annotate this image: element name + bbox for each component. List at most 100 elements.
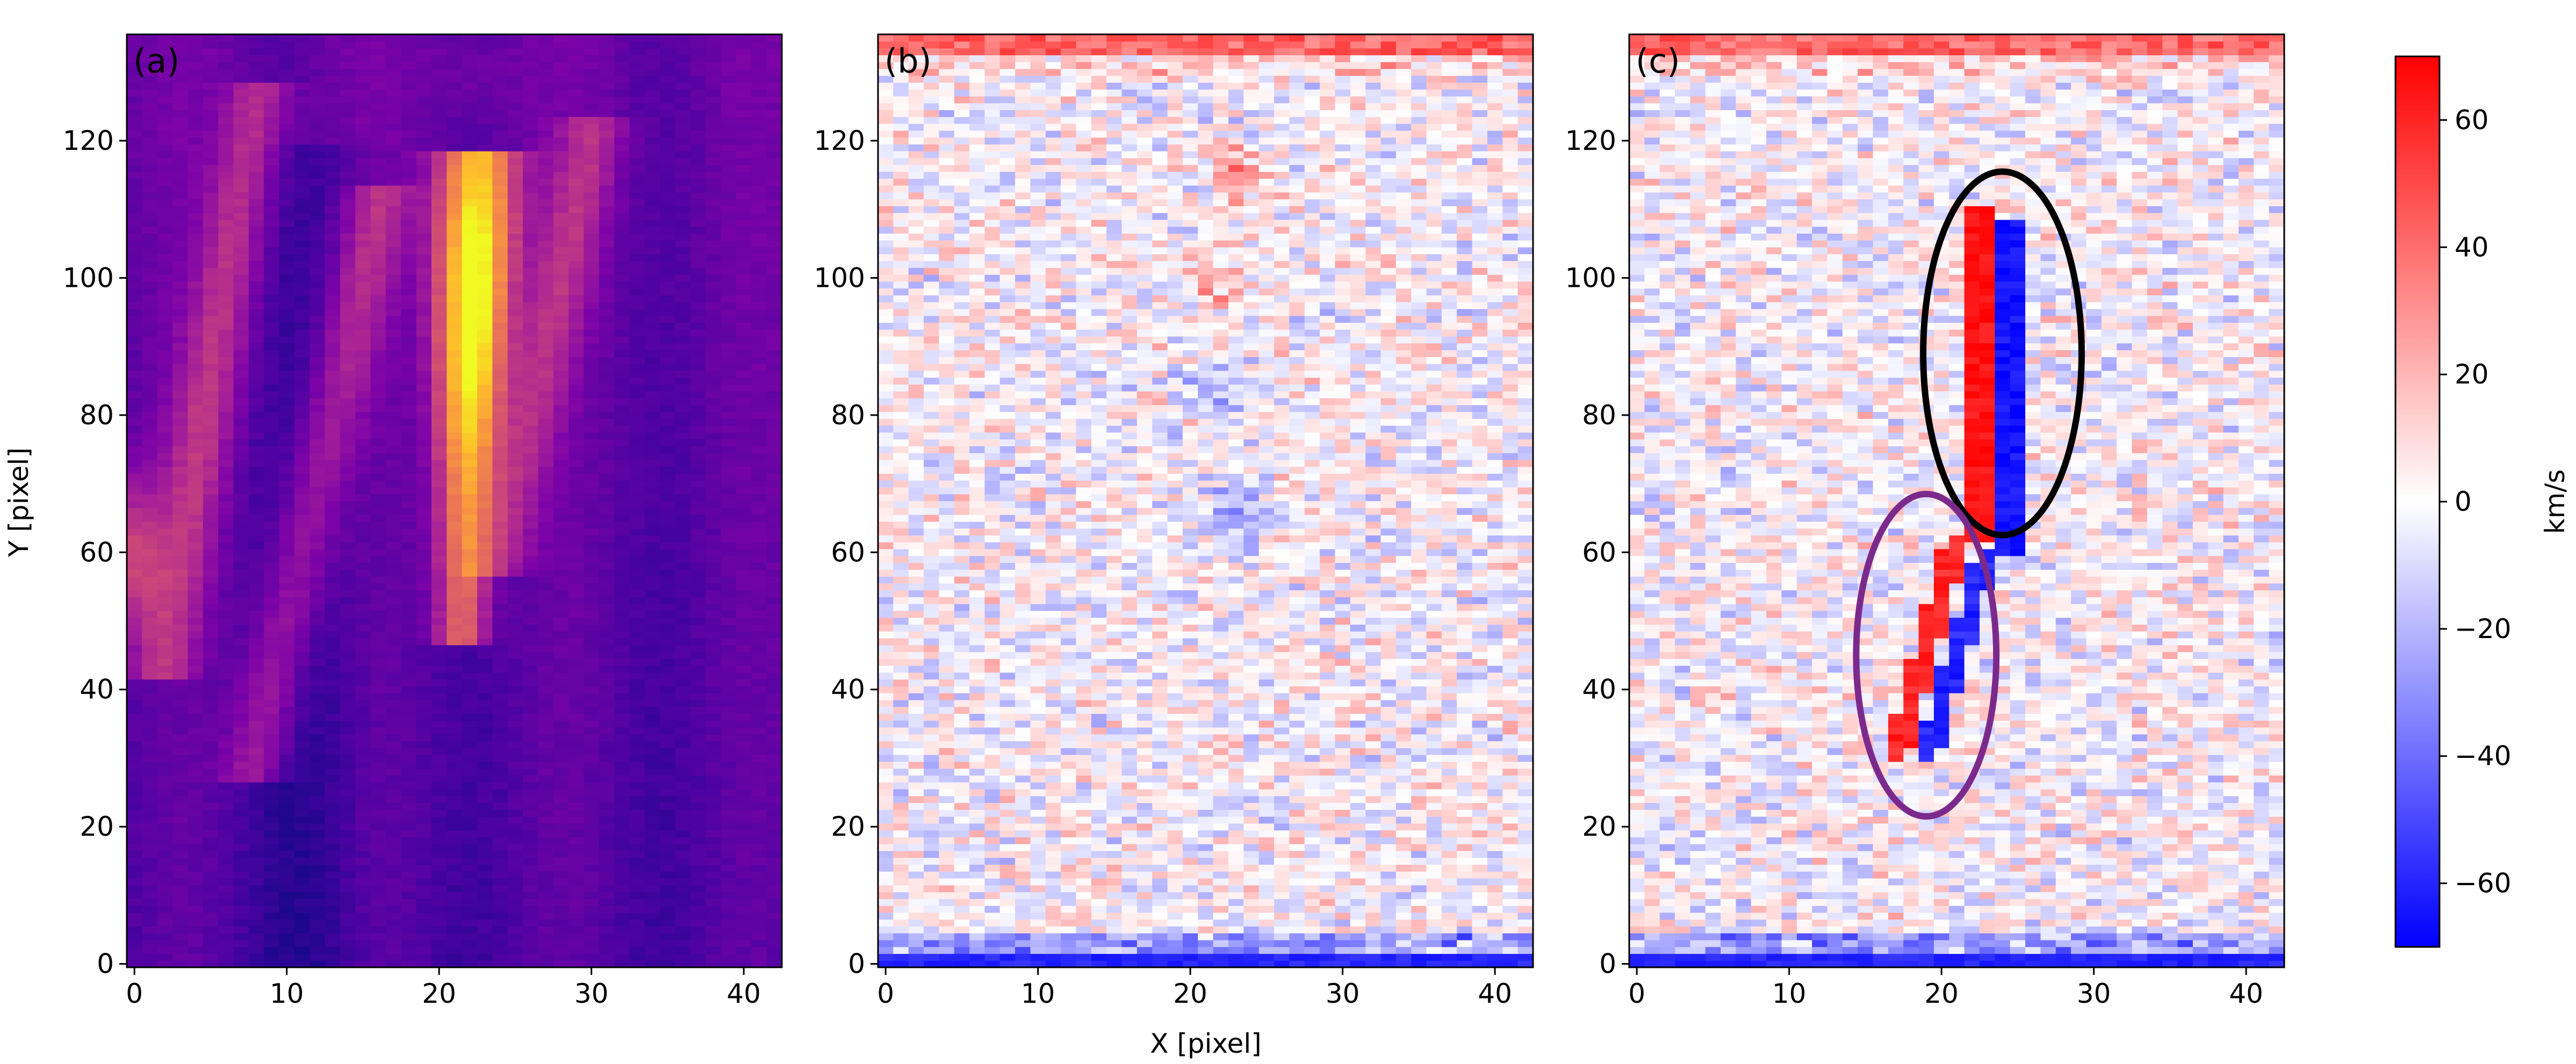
heatmap-cell bbox=[599, 816, 615, 824]
heatmap-cell bbox=[447, 487, 463, 495]
heatmap-cell bbox=[644, 542, 660, 549]
heatmap-cell bbox=[142, 336, 158, 344]
heatmap-cell bbox=[706, 515, 722, 522]
heatmap-cell bbox=[629, 377, 645, 385]
heatmap-cell bbox=[492, 274, 508, 282]
heatmap-cell bbox=[447, 432, 463, 440]
heatmap-cell bbox=[188, 768, 204, 776]
heatmap-cell bbox=[507, 795, 523, 804]
heatmap-cell bbox=[644, 631, 660, 639]
heatmap-cell bbox=[507, 508, 523, 515]
heatmap-cell bbox=[569, 617, 585, 625]
heatmap-cell bbox=[294, 816, 310, 824]
heatmap-cell bbox=[355, 755, 371, 762]
heatmap-cell bbox=[462, 199, 478, 206]
heatmap-cell bbox=[751, 919, 767, 927]
heatmap-cell bbox=[660, 418, 676, 426]
heatmap-cell bbox=[401, 755, 417, 762]
heatmap-cell bbox=[706, 206, 722, 213]
heatmap-cell bbox=[370, 857, 386, 865]
heatmap-cell bbox=[142, 617, 158, 625]
heatmap-cell bbox=[218, 658, 234, 666]
heatmap-cell bbox=[264, 953, 280, 961]
heatmap-cell bbox=[766, 672, 782, 680]
heatmap-cell bbox=[584, 727, 600, 735]
heatmap-cell bbox=[721, 343, 737, 351]
heatmap-cell bbox=[401, 343, 417, 351]
heatmap-cell bbox=[599, 933, 615, 940]
heatmap-cell bbox=[370, 384, 386, 392]
heatmap-cell bbox=[325, 542, 341, 549]
heatmap-cell bbox=[325, 899, 341, 906]
heatmap-cell bbox=[279, 604, 295, 611]
heatmap-cell bbox=[142, 302, 158, 309]
heatmap-cell bbox=[355, 912, 371, 920]
heatmap-cell bbox=[751, 453, 767, 460]
heatmap-cell bbox=[599, 432, 615, 440]
heatmap-cell bbox=[751, 912, 767, 920]
heatmap-cell bbox=[142, 706, 158, 714]
heatmap-cell bbox=[188, 439, 204, 446]
heatmap-cell bbox=[385, 555, 401, 563]
heatmap-cell bbox=[233, 411, 249, 419]
heatmap-cell bbox=[721, 809, 737, 817]
heatmap-cell bbox=[721, 364, 737, 371]
heatmap-cell bbox=[401, 871, 417, 879]
heatmap-cell bbox=[355, 631, 371, 639]
heatmap-cell bbox=[218, 638, 234, 646]
heatmap-cell bbox=[599, 322, 615, 330]
heatmap-cell bbox=[264, 857, 280, 865]
heatmap-cell bbox=[203, 906, 219, 913]
heatmap-cell bbox=[157, 919, 173, 927]
heatmap-cell bbox=[584, 837, 600, 844]
heatmap-cell bbox=[477, 185, 493, 193]
heatmap-cell bbox=[264, 699, 280, 707]
heatmap-cell bbox=[599, 706, 615, 714]
heatmap-cell bbox=[310, 871, 326, 879]
heatmap-cell bbox=[142, 377, 158, 385]
heatmap-cell bbox=[477, 199, 493, 206]
heatmap-cell bbox=[614, 260, 630, 268]
heatmap-cell bbox=[127, 288, 142, 295]
heatmap-cell bbox=[675, 590, 691, 597]
heatmap-cell bbox=[264, 686, 280, 693]
heatmap-cell bbox=[614, 521, 630, 529]
heatmap-cell bbox=[569, 926, 585, 933]
heatmap-cell bbox=[477, 713, 493, 721]
heatmap-cell bbox=[584, 782, 600, 790]
heatmap-cell bbox=[355, 480, 371, 488]
heatmap-cell bbox=[355, 535, 371, 542]
heatmap-cell bbox=[233, 906, 249, 913]
heatmap-cell bbox=[416, 315, 432, 323]
heatmap-cell bbox=[462, 802, 478, 810]
heatmap-cell bbox=[248, 939, 264, 947]
heatmap-cell bbox=[660, 775, 676, 783]
heatmap-cell bbox=[492, 919, 508, 927]
heatmap-cell bbox=[736, 638, 752, 646]
heatmap-cell bbox=[172, 755, 188, 762]
heatmap-cell bbox=[264, 171, 280, 179]
heatmap-cell bbox=[766, 802, 782, 810]
heatmap-cell bbox=[248, 315, 264, 323]
heatmap-cell bbox=[553, 912, 569, 920]
heatmap-cell bbox=[721, 432, 737, 440]
heatmap-cell bbox=[401, 555, 417, 563]
heatmap-cell bbox=[660, 892, 676, 899]
heatmap-cell bbox=[142, 624, 158, 632]
heatmap-cell bbox=[538, 267, 554, 275]
heatmap-cell bbox=[248, 604, 264, 611]
heatmap-cell bbox=[340, 926, 356, 933]
heatmap-cell bbox=[584, 775, 600, 783]
heatmap-cell bbox=[233, 171, 249, 179]
heatmap-cell bbox=[462, 459, 478, 467]
heatmap-cell bbox=[310, 480, 326, 488]
heatmap-cell bbox=[370, 364, 386, 371]
heatmap-cell bbox=[279, 192, 295, 200]
heatmap-cell bbox=[690, 645, 706, 653]
heatmap-cell bbox=[751, 206, 767, 213]
heatmap-cell bbox=[279, 528, 295, 535]
heatmap-cell bbox=[431, 548, 447, 556]
heatmap-cell bbox=[233, 397, 249, 406]
heatmap-cell bbox=[523, 411, 539, 419]
heatmap-cell bbox=[523, 953, 539, 961]
